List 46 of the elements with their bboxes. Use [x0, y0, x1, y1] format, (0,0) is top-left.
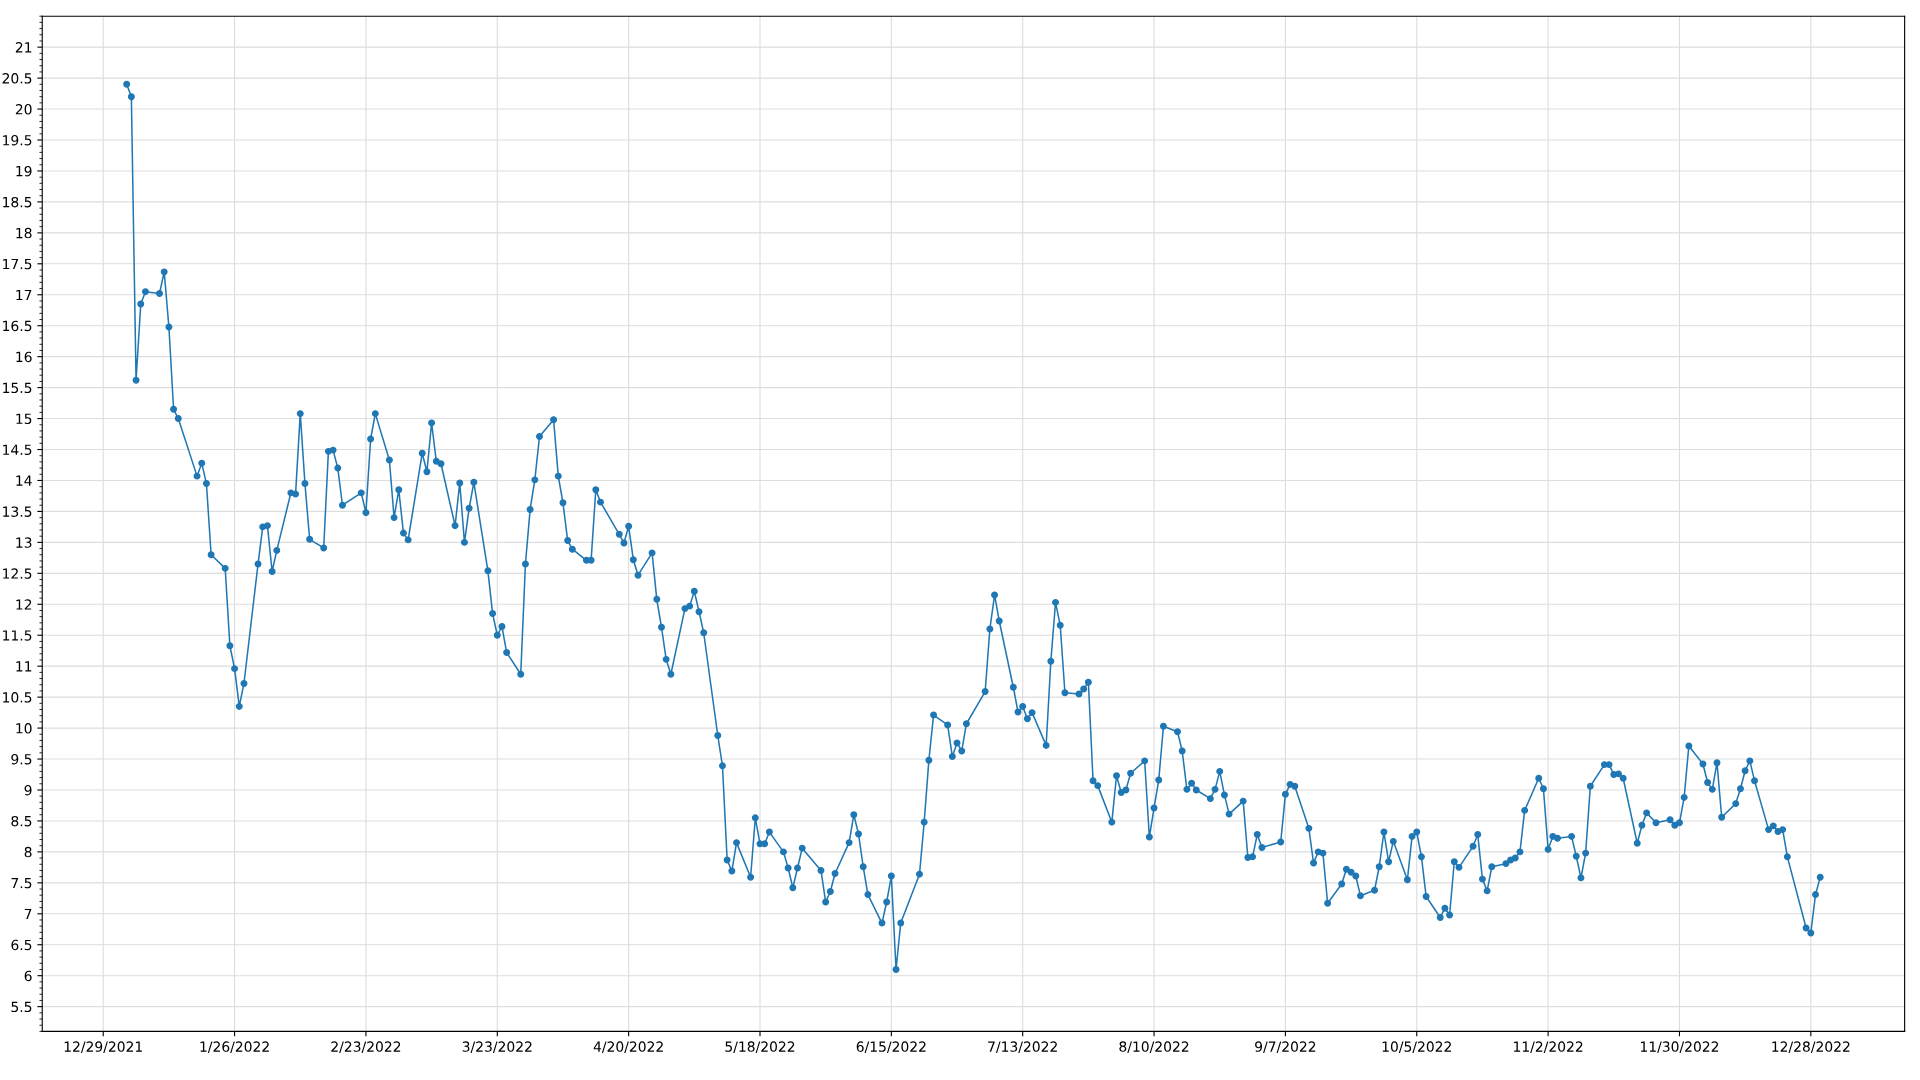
y-tick-label: 17 [16, 289, 32, 301]
x-tick-label: 4/20/2022 [593, 1041, 663, 1053]
y-tick-label: 13.5 [3, 506, 32, 517]
y-tick-label: 9 [24, 784, 32, 796]
y-tick-label: 17.5 [3, 258, 32, 270]
x-tick-label: 2/23/2022 [331, 1041, 401, 1053]
y-tick-label: 19 [16, 165, 32, 177]
y-tick-label: 12 [16, 599, 32, 610]
x-tick-label: 11/30/2022 [1640, 1041, 1719, 1053]
y-tick-label: 5.5 [11, 1001, 32, 1013]
y-tick-label: 20.5 [2, 73, 32, 84]
x-tick-label: 6/15/2022 [856, 1041, 926, 1053]
y-tick-label: 14.5 [3, 444, 32, 455]
y-tick-label: 18.5 [3, 196, 32, 208]
y-tick-label: 21 [15, 42, 32, 53]
y-tick-label: 10 [16, 723, 32, 734]
y-tick-label: 13 [16, 537, 32, 548]
y-tick-label: 16 [16, 351, 32, 363]
x-tick-label: 3/23/2022 [462, 1041, 532, 1053]
y-tick-label: 11.5 [3, 630, 32, 641]
y-tick-label: 10.5 [3, 692, 32, 703]
y-tick-label: 14 [16, 475, 32, 486]
y-tick-label: 15.5 [3, 382, 32, 394]
y-tick-label: 19.5 [3, 134, 32, 146]
y-tick-label: 18 [16, 227, 32, 239]
y-tick-label: 7.5 [11, 877, 32, 889]
x-tick-label: 10/5/2022 [1382, 1041, 1451, 1053]
x-tick-label: 12/28/2022 [1772, 1041, 1850, 1053]
x-tick-label: 5/18/2022 [725, 1041, 795, 1053]
y-tick-label: 12.5 [3, 568, 32, 579]
y-tick-label: 7 [24, 908, 32, 920]
y-tick-label: 6.5 [11, 939, 32, 951]
y-tick-label: 11 [16, 661, 32, 672]
y-tick-label: 20 [15, 104, 32, 115]
y-tick-label: 16.5 [3, 320, 32, 332]
x-tick-label: 7/13/2022 [988, 1041, 1057, 1053]
y-tick-label: 8.5 [11, 815, 32, 827]
x-tick-label: 1/26/2022 [200, 1041, 269, 1053]
y-tick-label: 6 [24, 970, 32, 982]
x-tick-label: 8/10/2022 [1119, 1041, 1189, 1053]
x-tick-label: 11/2/2022 [1514, 1041, 1583, 1053]
y-tick-label: 9.5 [11, 754, 32, 765]
y-tick-label: 8 [24, 846, 32, 858]
y-tick-label: 15 [16, 413, 32, 425]
x-tick-label: 9/7/2022 [1255, 1041, 1316, 1053]
x-tick-label: 12/29/2021 [64, 1041, 142, 1053]
